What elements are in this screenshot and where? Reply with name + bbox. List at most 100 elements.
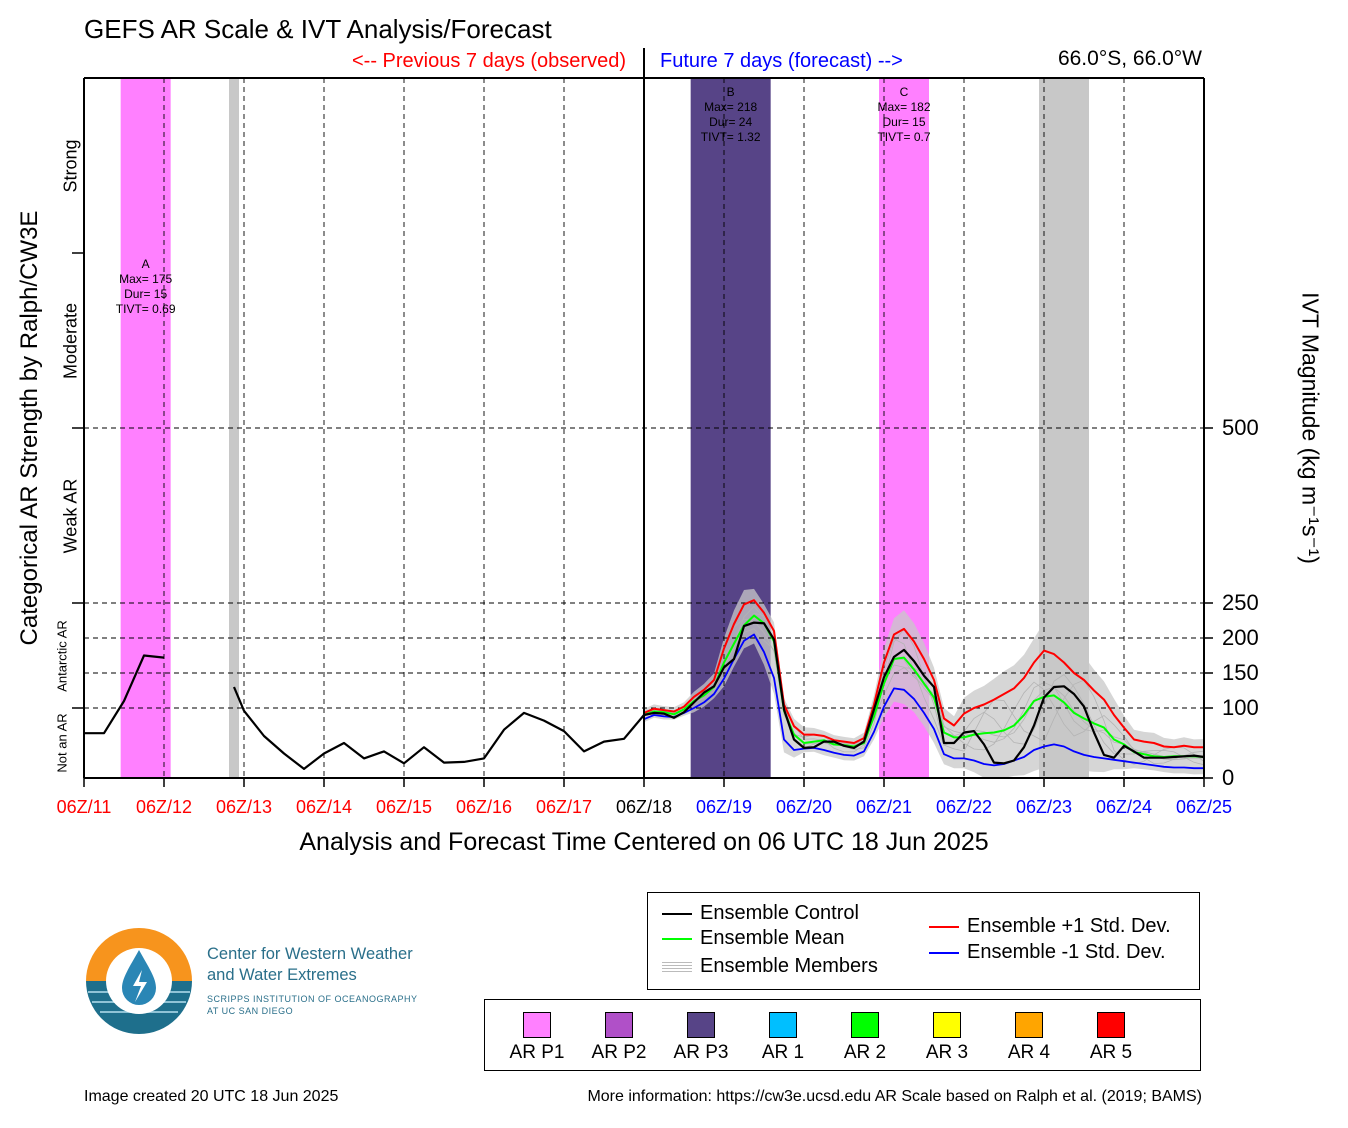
y-tick-label: 100	[1222, 695, 1259, 720]
y-tick-label: 500	[1222, 415, 1259, 440]
ar-period-a-shade	[120, 78, 171, 778]
legend-plus-std-swatch	[929, 925, 959, 928]
x-tick-label: 06Z/23	[1015, 797, 1073, 817]
category-label: Weak AR	[60, 478, 81, 553]
scale-legend-label: AR 2	[843, 1042, 887, 1063]
no-ar-shade-0	[229, 78, 239, 778]
ar-info-max: Max= 218	[704, 100, 758, 114]
ar-info-id: A	[141, 256, 150, 271]
ar-info-dur: Dur= 15	[882, 115, 926, 129]
scale-legend-swatch	[1015, 1012, 1043, 1038]
x-tick-label: 06Z/19	[695, 797, 753, 817]
page-title: GEFS AR Scale & IVT Analysis/Forecast	[84, 14, 552, 44]
scale-legend-label: AR 4	[1007, 1042, 1051, 1063]
scale-legend-item: AR 2	[825, 1012, 905, 1064]
scale-legend-label: AR P1	[509, 1042, 565, 1063]
x-axis-label: Analysis and Forecast Time Centered on 0…	[299, 828, 989, 856]
scale-legend-label: AR 5	[1089, 1042, 1133, 1063]
series-lines	[84, 599, 1205, 771]
ar-info-dur: Dur= 24	[709, 115, 753, 129]
category-label: Antarctic AR	[54, 619, 70, 692]
scale-legend-item: AR 4	[989, 1012, 1069, 1064]
org-subtitle: SCRIPPS INSTITUTION OF OCEANOGRAPHY AT U…	[207, 993, 457, 1017]
scale-legend-swatch	[687, 1012, 715, 1038]
legend-control-swatch	[662, 912, 692, 915]
location-label: 66.0°S, 66.0°W	[1057, 47, 1202, 70]
x-tick-label: 06Z/14	[295, 797, 353, 817]
scale-legend-swatch	[851, 1012, 879, 1038]
ensemble-mean-line-0	[643, 614, 1205, 758]
scale-legend-item: AR P1	[497, 1012, 577, 1064]
scale-legend-label: AR P3	[673, 1042, 729, 1063]
x-tick-label: 06Z/17	[535, 797, 593, 817]
ar-info-tivt: TIVT= 1.32	[700, 130, 761, 144]
x-tick-label: 06Z/13	[215, 797, 273, 817]
ar-info-dur: Dur= 15	[124, 286, 168, 301]
legend-members-label: Ensemble Members	[700, 955, 878, 977]
ensemble-1-std-dev-line-0	[643, 633, 1204, 770]
scale-legend-item: AR 3	[907, 1012, 987, 1064]
created-timestamp: Image created 20 UTC 18 Jun 2025	[84, 1088, 339, 1105]
y-tick-label: 0	[1222, 765, 1235, 790]
x-tick-label: 06Z/24	[1095, 797, 1153, 817]
x-tick-label: 06Z/21	[855, 797, 913, 817]
legend-control-label: Ensemble Control	[700, 902, 859, 924]
legend-plus-std: Ensemble +1 Std. Dev.	[929, 915, 1171, 938]
ar-info-max: Max= 175	[119, 271, 173, 286]
left-axis-label: Categorical AR Strength by Ralph/CW3E	[16, 210, 43, 646]
org-name: Center for Western Weather and Water Ext…	[207, 944, 477, 986]
y-tick-label: 150	[1222, 660, 1259, 685]
x-tick-label: 06Z/18	[615, 797, 673, 817]
y-tick-label: 250	[1222, 590, 1259, 615]
ar-period-b-annotation: B Max= 218 Dur= 24 TIVT= 1.32	[701, 85, 761, 145]
scale-legend-item: AR P2	[579, 1012, 659, 1064]
plot-frame	[72, 48, 1213, 787]
scale-legend-swatch	[769, 1012, 797, 1038]
scale-legend-label: AR P2	[591, 1042, 647, 1063]
legend-members: Ensemble Members	[662, 955, 878, 978]
scale-legend-label: AR 3	[925, 1042, 969, 1063]
scale-legend-swatch	[605, 1012, 633, 1038]
x-tick-label: 06Z/11	[56, 797, 112, 817]
scale-legend-swatch	[933, 1012, 961, 1038]
x-tick-label: 06Z/20	[775, 797, 833, 817]
scale-legend-swatch	[1097, 1012, 1125, 1038]
ar-period-c-annotation: C Max= 182 Dur= 15 TIVT= 0.7	[877, 85, 930, 145]
ar-info-tivt: TIVT= 0.69	[115, 301, 176, 316]
legend-members-swatch	[662, 961, 692, 972]
scale-legend-swatch	[523, 1012, 551, 1038]
ensemble-member-line-2	[643, 616, 1205, 759]
org-name-line1: Center for Western Weather	[207, 945, 413, 963]
org-sub-line2: AT UC SAN DIEGO	[207, 1006, 294, 1016]
ar-info-id: C	[899, 85, 909, 99]
ar-scale-legend: AR P1 AR P2 AR P3 AR 1 AR 2 AR 3 AR 4 AR 5	[484, 999, 1201, 1071]
ensemble-control-line-1	[232, 621, 1205, 771]
right-axis-label: IVT Magnitude (kg m⁻¹s⁻¹)	[1297, 292, 1324, 564]
org-name-line2: and Water Extremes	[207, 966, 357, 984]
legend-minus-std-label: Ensemble -1 Std. Dev.	[967, 941, 1166, 963]
ar-info-max: Max= 182	[877, 100, 931, 114]
future-days-label: Future 7 days (forecast) -->	[660, 50, 903, 72]
more-info-text: More information: https://cw3e.ucsd.edu …	[587, 1088, 1202, 1105]
category-label: Not an AR	[54, 713, 70, 773]
scale-legend-label: AR 1	[761, 1042, 805, 1063]
ar-info-id: B	[726, 85, 735, 99]
legend-control: Ensemble Control	[662, 902, 859, 925]
cw3e-logo	[86, 928, 192, 1034]
ensemble-1-std-dev-line-0	[643, 599, 1204, 749]
legend-mean-label: Ensemble Mean	[700, 927, 845, 949]
x-tick-label: 06Z/25	[1175, 797, 1233, 817]
x-tick-label: 06Z/16	[455, 797, 513, 817]
org-sub-line1: SCRIPPS INSTITUTION OF OCEANOGRAPHY	[207, 994, 418, 1004]
x-tick-label: 06Z/12	[135, 797, 193, 817]
x-tick-label: 06Z/15	[375, 797, 433, 817]
ensemble-control-line-0	[84, 654, 165, 735]
previous-days-label: <-- Previous 7 days (observed)	[351, 50, 626, 72]
legend-minus-std-swatch	[929, 951, 959, 954]
legend-minus-std: Ensemble -1 Std. Dev.	[929, 941, 1166, 964]
legend-mean: Ensemble Mean	[662, 927, 845, 950]
category-label: Strong	[60, 138, 81, 193]
scale-legend-item: AR 5	[1071, 1012, 1151, 1064]
y-tick-label: 200	[1222, 625, 1259, 650]
